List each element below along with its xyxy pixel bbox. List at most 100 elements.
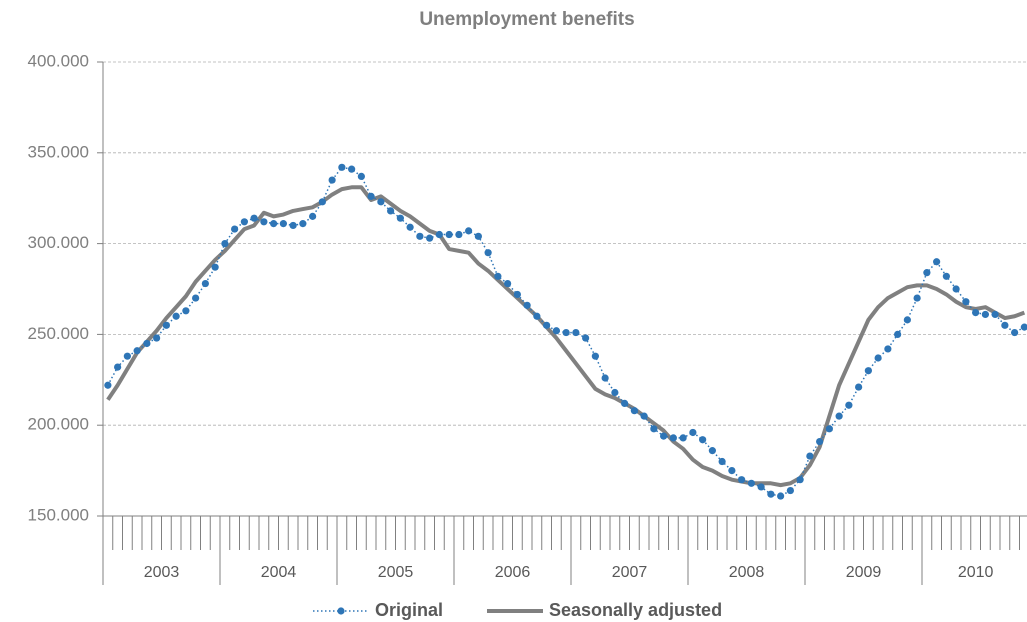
data-point xyxy=(747,479,755,487)
legend-label: Seasonally adjusted xyxy=(549,600,722,620)
data-point xyxy=(562,328,570,337)
data-point xyxy=(114,363,122,371)
data-point xyxy=(708,447,716,455)
y-tick-label: 250.000 xyxy=(28,324,89,343)
data-point xyxy=(416,232,424,240)
data-point xyxy=(484,249,492,257)
year-label: 2008 xyxy=(729,564,765,581)
data-point xyxy=(738,476,746,484)
chart-title: Unemployment benefits xyxy=(419,9,634,30)
data-point xyxy=(289,221,297,230)
data-point xyxy=(513,290,521,299)
data-point xyxy=(279,220,287,228)
data-point xyxy=(474,232,482,240)
data-point xyxy=(435,230,443,239)
year-label: 2009 xyxy=(846,564,882,581)
data-point xyxy=(523,301,531,309)
data-point xyxy=(192,294,200,302)
data-point xyxy=(884,345,892,353)
data-point xyxy=(728,467,736,475)
data-point xyxy=(601,374,609,382)
data-point xyxy=(796,476,804,484)
data-point xyxy=(952,285,960,293)
data-point xyxy=(309,212,317,220)
data-point xyxy=(777,492,785,500)
data-point xyxy=(104,381,112,389)
data-point xyxy=(504,279,512,288)
data-point xyxy=(894,330,902,338)
data-point xyxy=(211,263,219,271)
data-point xyxy=(572,328,580,337)
data-point xyxy=(962,298,970,306)
data-point xyxy=(445,230,453,239)
data-point xyxy=(591,352,599,360)
data-point xyxy=(1011,328,1019,337)
year-label: 2004 xyxy=(261,564,297,581)
data-point xyxy=(757,483,765,491)
data-point xyxy=(611,388,619,397)
data-point xyxy=(533,312,541,320)
data-point xyxy=(377,198,385,206)
y-tick-label: 200.000 xyxy=(28,415,89,434)
data-point xyxy=(231,225,239,233)
y-tick-label: 400.000 xyxy=(28,51,89,70)
data-point xyxy=(338,163,346,171)
year-label: 2003 xyxy=(144,564,180,581)
data-point xyxy=(465,227,473,235)
data-point xyxy=(621,399,629,408)
y-tick-label: 300.000 xyxy=(28,233,89,252)
data-point xyxy=(806,452,814,460)
year-label: 2005 xyxy=(378,564,414,581)
data-point xyxy=(367,192,375,200)
data-point xyxy=(1020,323,1027,331)
data-point xyxy=(903,316,911,324)
data-point xyxy=(270,220,278,228)
data-point xyxy=(357,172,365,181)
data-point xyxy=(240,218,248,226)
data-point xyxy=(786,486,794,495)
data-point xyxy=(825,425,833,433)
data-point xyxy=(981,310,989,319)
data-point xyxy=(328,176,336,184)
data-point xyxy=(650,425,658,433)
data-point xyxy=(455,230,463,239)
data-point xyxy=(630,407,638,415)
data-point xyxy=(718,457,726,466)
data-point xyxy=(1001,321,1009,329)
data-point xyxy=(699,436,707,444)
data-point xyxy=(660,432,668,440)
data-point xyxy=(845,401,853,409)
data-point xyxy=(679,434,687,442)
data-point xyxy=(767,490,775,498)
data-point xyxy=(260,218,268,226)
data-point xyxy=(552,327,560,335)
data-point xyxy=(913,294,921,302)
data-point xyxy=(348,165,356,173)
data-point xyxy=(816,437,824,446)
data-point xyxy=(923,269,931,277)
year-label: 2006 xyxy=(495,564,531,581)
data-point xyxy=(133,347,141,355)
data-point xyxy=(874,354,882,362)
data-point xyxy=(855,383,863,391)
legend-marker xyxy=(337,607,345,615)
series-line xyxy=(106,185,1026,488)
data-point xyxy=(153,334,161,342)
legend-label: Original xyxy=(375,600,443,620)
data-point xyxy=(387,207,395,215)
data-point xyxy=(123,352,131,360)
data-point xyxy=(162,321,170,329)
data-point xyxy=(864,367,872,375)
data-point xyxy=(299,220,307,228)
data-point xyxy=(640,412,648,420)
year-label: 2010 xyxy=(958,564,994,581)
data-point xyxy=(835,412,843,420)
data-point xyxy=(582,334,590,342)
data-point xyxy=(689,428,697,437)
data-point xyxy=(143,339,151,348)
data-point xyxy=(942,272,950,280)
data-point xyxy=(543,321,551,329)
data-point xyxy=(182,307,190,315)
data-point xyxy=(426,234,434,242)
